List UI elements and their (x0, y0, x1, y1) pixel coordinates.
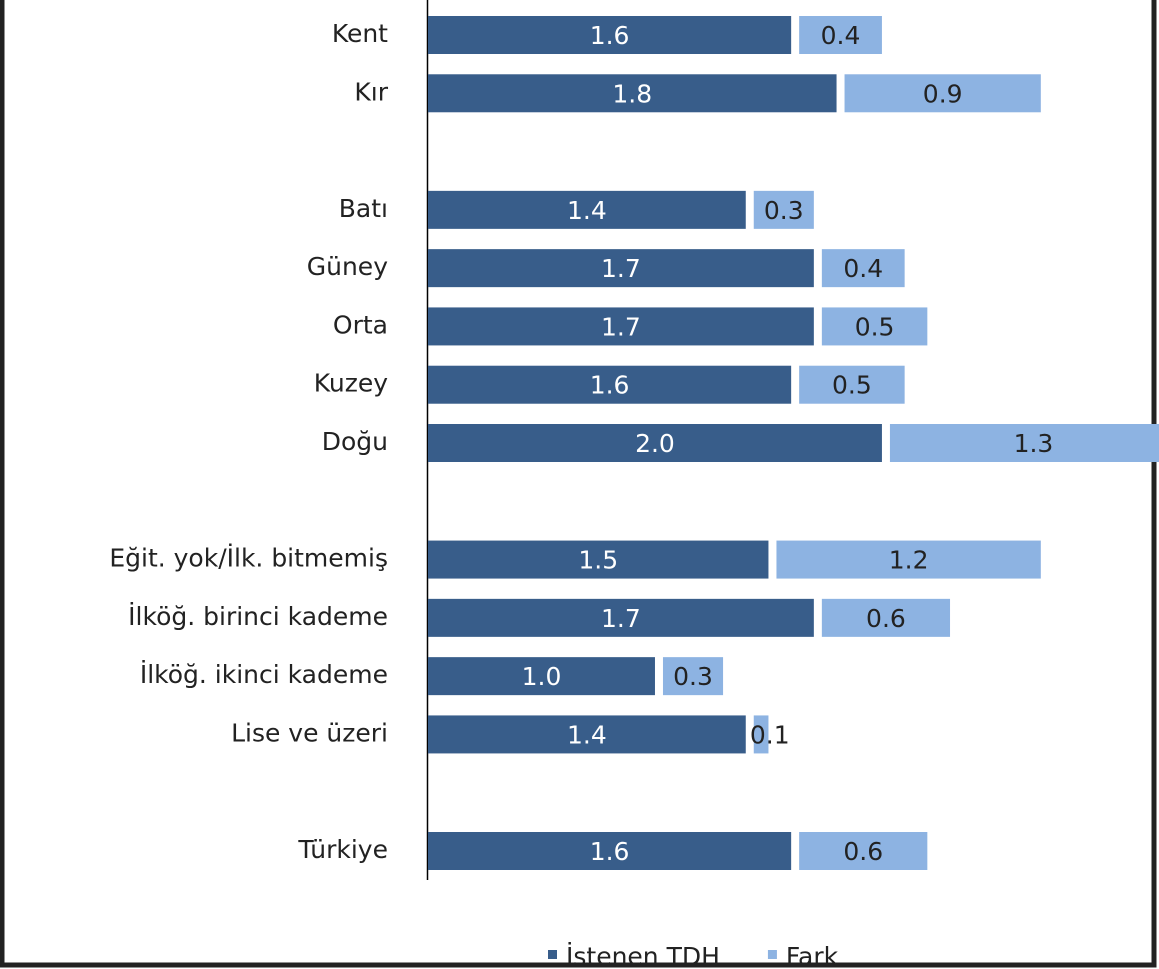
bar-segment (821, 249, 905, 288)
data-label: 0.3 (764, 196, 804, 225)
data-label: 1.2 (889, 546, 929, 575)
bar-segment (428, 715, 746, 754)
data-label: 0.6 (866, 604, 906, 633)
data-label: 1.3 (1014, 429, 1054, 458)
y-tick-label: Güney (307, 252, 388, 281)
data-label: 1.4 (567, 196, 607, 225)
legend-label: Fark (786, 942, 839, 969)
bar-segment (753, 190, 814, 229)
data-label: 2.0 (635, 429, 675, 458)
y-tick-label: İlköğ. birinci kademe (128, 602, 388, 631)
bar-segment (428, 16, 792, 54)
data-label: 1.4 (567, 720, 607, 749)
bar-segment (889, 424, 1159, 462)
bar-segment (799, 16, 882, 54)
y-tick-label: Kuzey (314, 369, 388, 398)
bar-segment (428, 657, 655, 696)
data-label: 1.6 (590, 371, 630, 400)
data-label: 1.0 (522, 662, 562, 691)
data-label: 1.7 (601, 604, 641, 633)
bar-segment (799, 365, 905, 404)
legend-swatch (767, 950, 777, 959)
bar-segment (428, 74, 837, 113)
data-label: 0.4 (821, 21, 861, 50)
y-tick-label: Eğit. yok/İlk. bitmemiş (109, 544, 388, 573)
data-label: 1.7 (601, 254, 641, 283)
bar-segment (428, 249, 814, 288)
data-label: 0.5 (832, 371, 872, 400)
data-label: 0.4 (843, 254, 883, 283)
bar-segment (662, 657, 724, 696)
bar-segment (753, 715, 769, 754)
y-tick-label: Türkiye (297, 835, 388, 864)
legend-label: İstenen TDH (566, 942, 720, 969)
data-label: 1.6 (590, 21, 630, 50)
data-label: 0.1 (750, 720, 790, 749)
y-tick-label: Lise ve üzeri (231, 718, 388, 747)
bar-segment (428, 598, 814, 637)
data-label: 0.6 (843, 837, 883, 866)
data-label: 1.7 (601, 312, 641, 341)
y-tick-label: İlköğ. ikinci kademe (140, 660, 388, 689)
data-label: 0.3 (673, 662, 713, 691)
bar-segment (428, 307, 814, 346)
data-label: 0.5 (855, 312, 895, 341)
y-tick-label: Kent (332, 19, 388, 48)
data-label: 1.6 (590, 837, 630, 866)
y-tick-label: Doğu (322, 427, 388, 456)
bar-segment (821, 307, 928, 346)
y-tick-label: Orta (333, 310, 388, 339)
bar-segment (428, 365, 792, 404)
y-tick-label: Kır (354, 77, 388, 106)
data-label: 1.8 (612, 79, 652, 108)
y-tick-label: Batı (339, 194, 388, 223)
bar-segment (776, 540, 1041, 579)
bar-segment (799, 832, 928, 870)
bar-segment (844, 74, 1041, 113)
legend-swatch (548, 950, 557, 959)
data-label: 0.9 (923, 79, 963, 108)
bar-segment (428, 424, 882, 462)
bar-segment (428, 190, 746, 229)
bar-segment (428, 832, 792, 870)
bar-segment (428, 540, 769, 579)
data-label: 1.5 (578, 546, 618, 575)
bar-segment (821, 598, 951, 637)
